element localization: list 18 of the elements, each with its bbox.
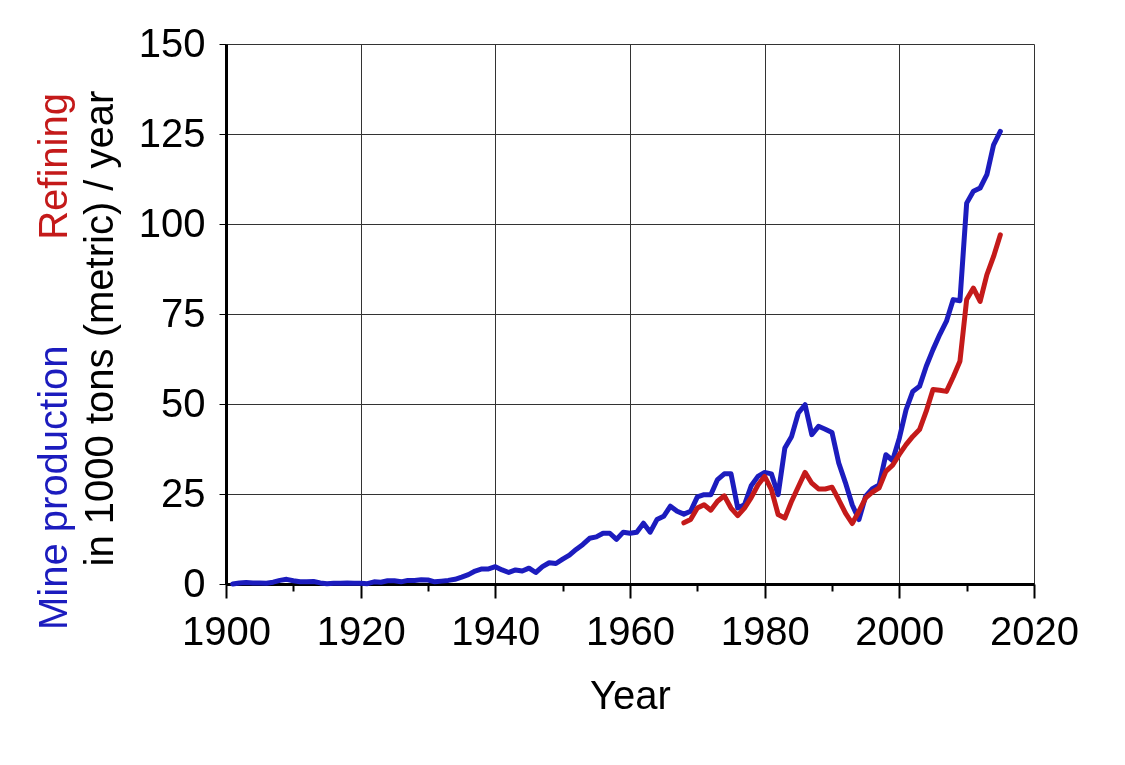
y-tick-label: 50 xyxy=(161,380,206,425)
y-tick-label: 75 xyxy=(161,290,206,335)
y-tick-label: 0 xyxy=(183,560,206,605)
text: Mine production xyxy=(31,345,75,630)
text: Refining xyxy=(31,93,75,240)
x-tick-label: 2020 xyxy=(990,608,1079,653)
x-tick-label: 1940 xyxy=(451,608,541,653)
x-axis-title: Year xyxy=(590,672,671,717)
x-tick-label: 1900 xyxy=(182,608,271,653)
y-tick-label: 100 xyxy=(138,200,206,245)
y-axis-title: in 1000 tons (metric) / year xyxy=(76,90,121,567)
y-tick-label: 125 xyxy=(138,110,206,155)
x-tick-label: 1980 xyxy=(720,608,810,653)
y-tick-label: 150 xyxy=(138,20,206,65)
x-tick-label: 1920 xyxy=(316,608,406,653)
x-tick-label: 2000 xyxy=(855,608,945,653)
x-tick-label: 1960 xyxy=(586,608,675,653)
y-tick-label: 25 xyxy=(161,470,206,515)
